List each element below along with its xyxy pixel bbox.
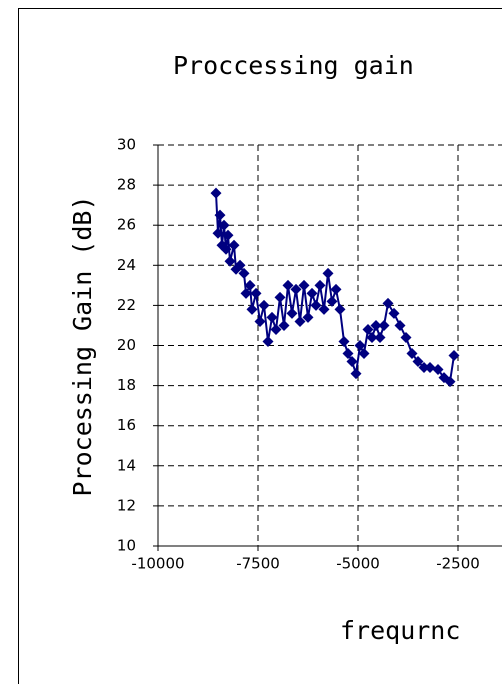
y-tick-label: 24 xyxy=(117,256,136,274)
data-point xyxy=(388,307,400,319)
data-point xyxy=(334,303,346,315)
data-point xyxy=(306,287,318,299)
data-point xyxy=(298,279,310,291)
data-point xyxy=(374,331,386,343)
data-point xyxy=(314,279,326,291)
data-point xyxy=(310,299,322,311)
data-point xyxy=(224,255,236,267)
data-point xyxy=(258,299,270,311)
data-point xyxy=(318,303,330,315)
data-point xyxy=(266,311,278,323)
data-point xyxy=(212,227,224,239)
data-point xyxy=(246,303,258,315)
y-tick-label: 16 xyxy=(117,416,136,434)
data-point xyxy=(222,229,234,241)
data-point xyxy=(350,368,362,380)
data-point xyxy=(286,307,298,319)
data-point xyxy=(358,348,370,360)
data-point xyxy=(400,331,412,343)
data-point xyxy=(210,187,222,199)
data-point xyxy=(394,319,406,331)
data-point xyxy=(250,287,262,299)
data-point xyxy=(282,279,294,291)
data-point xyxy=(326,295,338,307)
data-point xyxy=(278,319,290,331)
data-point xyxy=(378,319,390,331)
data-point xyxy=(382,297,394,309)
data-point xyxy=(338,335,350,347)
data-point xyxy=(346,356,358,368)
data-point xyxy=(406,348,418,360)
data-point xyxy=(362,323,374,335)
data-point xyxy=(444,376,456,388)
data-point xyxy=(270,323,282,335)
data-point xyxy=(244,279,256,291)
y-tick-label: 20 xyxy=(117,336,136,354)
data-point xyxy=(354,340,366,351)
data-point xyxy=(254,315,266,327)
y-tick-label: 22 xyxy=(117,296,136,314)
data-point xyxy=(238,267,250,279)
x-tick-label: -7500 xyxy=(236,555,280,573)
x-tick-label: -10000 xyxy=(131,555,184,573)
chart-frame xyxy=(18,8,502,684)
data-point xyxy=(274,291,286,303)
data-point xyxy=(322,267,334,279)
data-point xyxy=(302,311,314,323)
data-point xyxy=(262,335,274,347)
x-axis-label: frequrnc xyxy=(340,616,460,645)
data-point xyxy=(218,219,230,231)
data-point xyxy=(294,315,306,327)
data-point xyxy=(214,209,226,221)
y-tick-label: 12 xyxy=(117,496,136,514)
data-point xyxy=(370,319,382,331)
data-point xyxy=(228,239,240,251)
data-point xyxy=(448,350,460,362)
x-tick-label: -5000 xyxy=(336,555,380,573)
data-point xyxy=(220,243,232,255)
y-tick-label: 10 xyxy=(117,537,136,555)
data-point xyxy=(330,283,342,295)
data-point xyxy=(412,356,424,368)
y-axis-label: Processing Gain (dB) xyxy=(68,195,97,496)
y-tick-label: 26 xyxy=(117,216,136,234)
data-point xyxy=(342,348,354,360)
x-tick-label: -2500 xyxy=(436,555,480,573)
data-point xyxy=(234,259,246,271)
y-tick-label: 18 xyxy=(117,376,136,394)
data-point xyxy=(290,283,302,295)
data-point xyxy=(424,362,436,374)
data-point xyxy=(240,287,252,299)
chart-title: Proccessing gain xyxy=(173,51,414,80)
data-point xyxy=(418,362,430,374)
data-point xyxy=(366,331,378,343)
data-point xyxy=(432,364,444,376)
y-tick-label: 30 xyxy=(117,136,136,154)
y-tick-label: 28 xyxy=(117,176,136,194)
y-tick-label: 14 xyxy=(117,456,136,474)
